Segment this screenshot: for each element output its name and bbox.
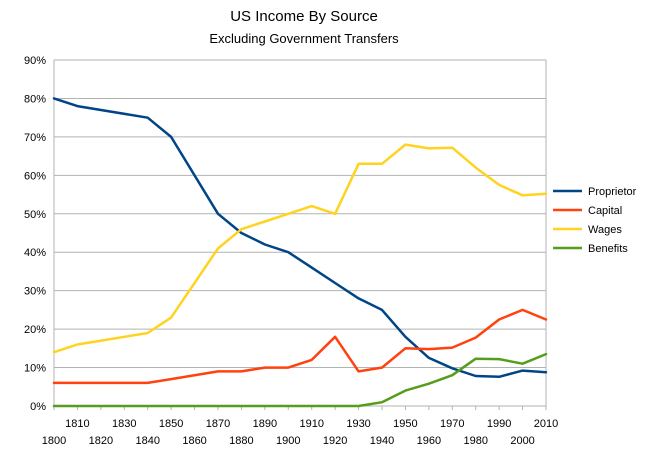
x-tick-label: 1980	[463, 435, 487, 447]
plot-frame	[53, 59, 547, 407]
x-tick-label: 1940	[370, 435, 394, 447]
y-tick-label: 10%	[24, 363, 46, 375]
y-axis-ticks: 0% 10% 20% 30% 40% 50% 60% 70% 80% 90%	[24, 55, 46, 413]
y-tick-label: 60%	[24, 170, 46, 182]
x-tick-label: 1800	[42, 435, 66, 447]
chart-subtitle: Excluding Government Transfers	[209, 31, 399, 46]
y-tick-label: 90%	[24, 55, 46, 67]
grid	[53, 59, 547, 407]
y-tick-label: 80%	[24, 93, 46, 105]
x-tick-label: 1890	[253, 418, 277, 430]
x-tick-label: 2000	[510, 435, 534, 447]
x-tick-label: 1950	[393, 418, 417, 430]
legend-label-wages: Wages	[588, 224, 622, 236]
y-tick-label: 40%	[24, 247, 46, 259]
legend: Proprietor Capital Wages Benefits	[553, 186, 637, 255]
x-tick-label: 1880	[229, 435, 253, 447]
y-tick-label: 50%	[24, 209, 46, 221]
x-tick-label: 1870	[206, 418, 230, 430]
x-tick-label: 1850	[159, 418, 183, 430]
x-tick-label: 1830	[112, 418, 136, 430]
legend-label-benefits: Benefits	[588, 243, 628, 255]
x-tick-label: 1970	[440, 418, 464, 430]
y-tick-label: 20%	[24, 324, 46, 336]
y-tick-label: 30%	[24, 286, 46, 298]
legend-label-proprietor: Proprietor	[588, 186, 637, 198]
y-tick-label: 0%	[30, 401, 46, 413]
x-tick-label: 1930	[346, 418, 370, 430]
x-tick-label: 1820	[89, 435, 113, 447]
x-tick-label: 1960	[417, 435, 441, 447]
chart-title: US Income By Source	[230, 8, 378, 25]
x-tick-label: 2010	[534, 418, 558, 430]
x-tick-label: 1990	[487, 418, 511, 430]
x-tick-label: 1810	[65, 418, 89, 430]
series-line-benefits	[52, 352, 548, 408]
x-tick-label: 1900	[276, 435, 300, 447]
legend-label-capital: Capital	[588, 205, 622, 217]
series-line-capital	[52, 308, 548, 385]
x-tick-label: 1910	[299, 418, 323, 430]
y-tick-label: 70%	[24, 132, 46, 144]
x-tick-label: 1840	[135, 435, 159, 447]
x-tick-label: 1860	[182, 435, 206, 447]
series-line-proprietor	[52, 97, 548, 379]
series-line-wages	[52, 143, 548, 354]
x-tick-label: 1920	[323, 435, 347, 447]
series-lines	[52, 97, 548, 408]
